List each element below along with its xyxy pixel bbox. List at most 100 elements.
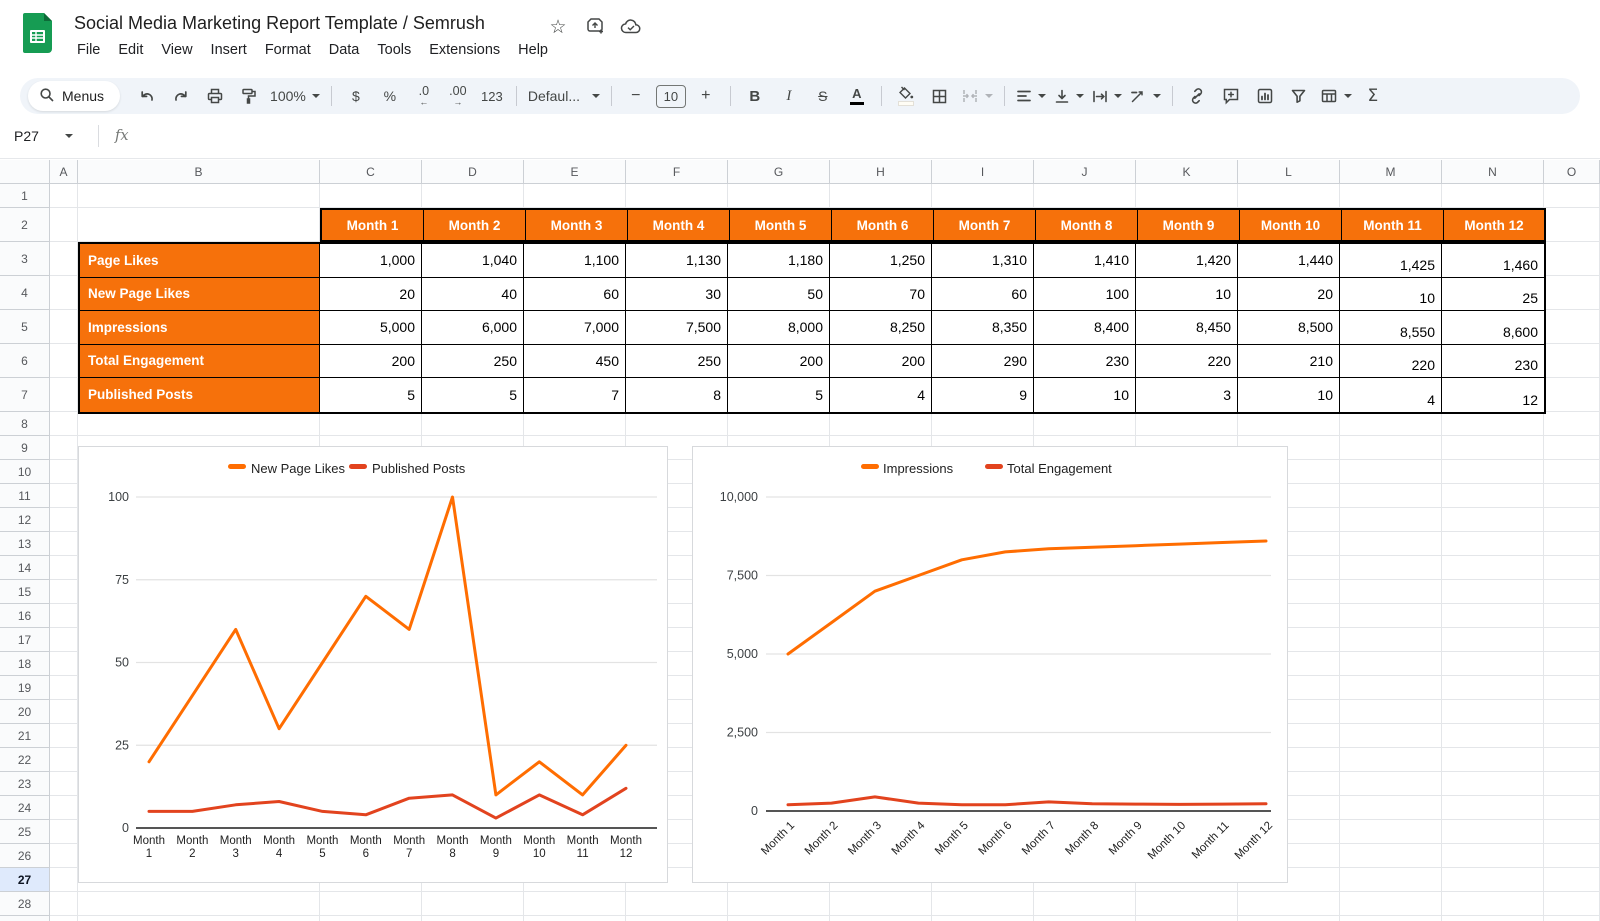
- row-header-15[interactable]: 15: [0, 580, 50, 604]
- value-cell[interactable]: 200: [830, 345, 932, 379]
- row-header-6[interactable]: 6: [0, 344, 50, 378]
- strikethrough-button[interactable]: S: [810, 82, 836, 110]
- value-cell[interactable]: 60: [932, 278, 1034, 312]
- row-header-20[interactable]: 20: [0, 700, 50, 724]
- row-header-29[interactable]: 29: [0, 916, 50, 921]
- merge-cells-button[interactable]: [961, 82, 993, 110]
- value-cell[interactable]: 20: [320, 278, 422, 312]
- value-cell[interactable]: 9: [932, 378, 1034, 412]
- month-header-cell[interactable]: Month 1: [322, 210, 424, 240]
- fill-color-button[interactable]: [893, 82, 919, 110]
- row-header-5[interactable]: 5: [0, 310, 50, 344]
- value-cell[interactable]: 4: [830, 378, 932, 412]
- insert-link-button[interactable]: [1184, 82, 1210, 110]
- menu-file[interactable]: File: [68, 39, 109, 61]
- increase-decimal-button[interactable]: .00→: [445, 82, 471, 110]
- name-box[interactable]: P27: [14, 128, 94, 144]
- value-cell[interactable]: 1,425: [1340, 244, 1442, 278]
- value-cell[interactable]: 5: [422, 378, 524, 412]
- vertical-align-button[interactable]: [1054, 82, 1084, 110]
- value-cell[interactable]: 12: [1442, 378, 1544, 412]
- row-header-9[interactable]: 9: [0, 436, 50, 460]
- decrease-font-size-button[interactable]: −: [623, 82, 649, 110]
- month-header-cell[interactable]: Month 9: [1138, 210, 1240, 240]
- menu-help[interactable]: Help: [509, 39, 557, 61]
- value-cell[interactable]: 4: [1340, 378, 1442, 412]
- month-header-cell[interactable]: Month 3: [526, 210, 628, 240]
- increase-font-size-button[interactable]: +: [693, 82, 719, 110]
- column-header-O[interactable]: O: [1544, 160, 1600, 184]
- row-header-27[interactable]: 27: [0, 868, 50, 892]
- column-header-J[interactable]: J: [1034, 160, 1136, 184]
- sheet-grid[interactable]: ABCDEFGHIJKLMNO1234567891011121314151617…: [0, 160, 1600, 921]
- value-cell[interactable]: 200: [320, 345, 422, 379]
- value-cell[interactable]: 8,400: [1034, 311, 1136, 345]
- menu-insert[interactable]: Insert: [202, 39, 256, 61]
- month-header-cell[interactable]: Month 10: [1240, 210, 1342, 240]
- move-folder-icon[interactable]: [584, 16, 606, 38]
- row-header-13[interactable]: 13: [0, 532, 50, 556]
- format-currency-button[interactable]: $: [343, 82, 369, 110]
- row-header-26[interactable]: 26: [0, 844, 50, 868]
- row-label-cell[interactable]: New Page Likes: [80, 278, 320, 312]
- column-header-B[interactable]: B: [78, 160, 320, 184]
- undo-button[interactable]: [134, 82, 160, 110]
- column-header-E[interactable]: E: [524, 160, 626, 184]
- text-color-button[interactable]: A: [844, 82, 870, 110]
- value-cell[interactable]: 7: [524, 378, 626, 412]
- row-header-8[interactable]: 8: [0, 412, 50, 436]
- column-header-A[interactable]: A: [50, 160, 78, 184]
- decrease-decimal-button[interactable]: .0←: [411, 82, 437, 110]
- value-cell[interactable]: 10: [1238, 378, 1340, 412]
- search-menus-button[interactable]: Menus: [28, 81, 120, 111]
- format-percent-button[interactable]: %: [377, 82, 403, 110]
- chart-impressions-vs-total-engagement[interactable]: ImpressionsTotal Engagement02,5005,0007,…: [692, 446, 1288, 883]
- row-header-22[interactable]: 22: [0, 748, 50, 772]
- value-cell[interactable]: 8,350: [932, 311, 1034, 345]
- more-formats-button[interactable]: 123: [479, 82, 505, 110]
- column-header-H[interactable]: H: [830, 160, 932, 184]
- bold-button[interactable]: B: [742, 82, 768, 110]
- paint-format-button[interactable]: [236, 82, 262, 110]
- column-header-M[interactable]: M: [1340, 160, 1442, 184]
- value-cell[interactable]: 1,040: [422, 244, 524, 278]
- value-cell[interactable]: 7,000: [524, 311, 626, 345]
- value-cell[interactable]: 1,420: [1136, 244, 1238, 278]
- value-cell[interactable]: 30: [626, 278, 728, 312]
- value-cell[interactable]: 1,100: [524, 244, 626, 278]
- doc-title[interactable]: Social Media Marketing Report Template /…: [74, 13, 485, 34]
- select-all-corner[interactable]: [0, 160, 50, 184]
- functions-button[interactable]: Σ: [1360, 82, 1386, 110]
- value-cell[interactable]: 450: [524, 345, 626, 379]
- insert-chart-button[interactable]: [1252, 82, 1278, 110]
- value-cell[interactable]: 220: [1340, 345, 1442, 379]
- row-label-cell[interactable]: Impressions: [80, 311, 320, 345]
- month-header-cell[interactable]: Month 11: [1342, 210, 1444, 240]
- value-cell[interactable]: 8,250: [830, 311, 932, 345]
- value-cell[interactable]: 6,000: [422, 311, 524, 345]
- italic-button[interactable]: I: [776, 82, 802, 110]
- value-cell[interactable]: 1,130: [626, 244, 728, 278]
- value-cell[interactable]: 8,500: [1238, 311, 1340, 345]
- row-label-cell[interactable]: Published Posts: [80, 378, 320, 412]
- star-icon[interactable]: ☆: [547, 16, 569, 38]
- menu-data[interactable]: Data: [320, 39, 369, 61]
- value-cell[interactable]: 1,180: [728, 244, 830, 278]
- row-header-24[interactable]: 24: [0, 796, 50, 820]
- menu-edit[interactable]: Edit: [109, 39, 152, 61]
- value-cell[interactable]: 100: [1034, 278, 1136, 312]
- value-cell[interactable]: 1,410: [1034, 244, 1136, 278]
- column-header-K[interactable]: K: [1136, 160, 1238, 184]
- value-cell[interactable]: 230: [1442, 345, 1544, 379]
- menu-tools[interactable]: Tools: [368, 39, 420, 61]
- value-cell[interactable]: 230: [1034, 345, 1136, 379]
- value-cell[interactable]: 220: [1136, 345, 1238, 379]
- value-cell[interactable]: 1,000: [320, 244, 422, 278]
- value-cell[interactable]: 50: [728, 278, 830, 312]
- row-header-21[interactable]: 21: [0, 724, 50, 748]
- chart-new-page-likes-vs-published-posts[interactable]: New Page LikesPublished Posts0255075100M…: [78, 446, 668, 883]
- row-header-23[interactable]: 23: [0, 772, 50, 796]
- column-header-I[interactable]: I: [932, 160, 1034, 184]
- value-cell[interactable]: 25: [1442, 278, 1544, 312]
- value-cell[interactable]: 8,600: [1442, 311, 1544, 345]
